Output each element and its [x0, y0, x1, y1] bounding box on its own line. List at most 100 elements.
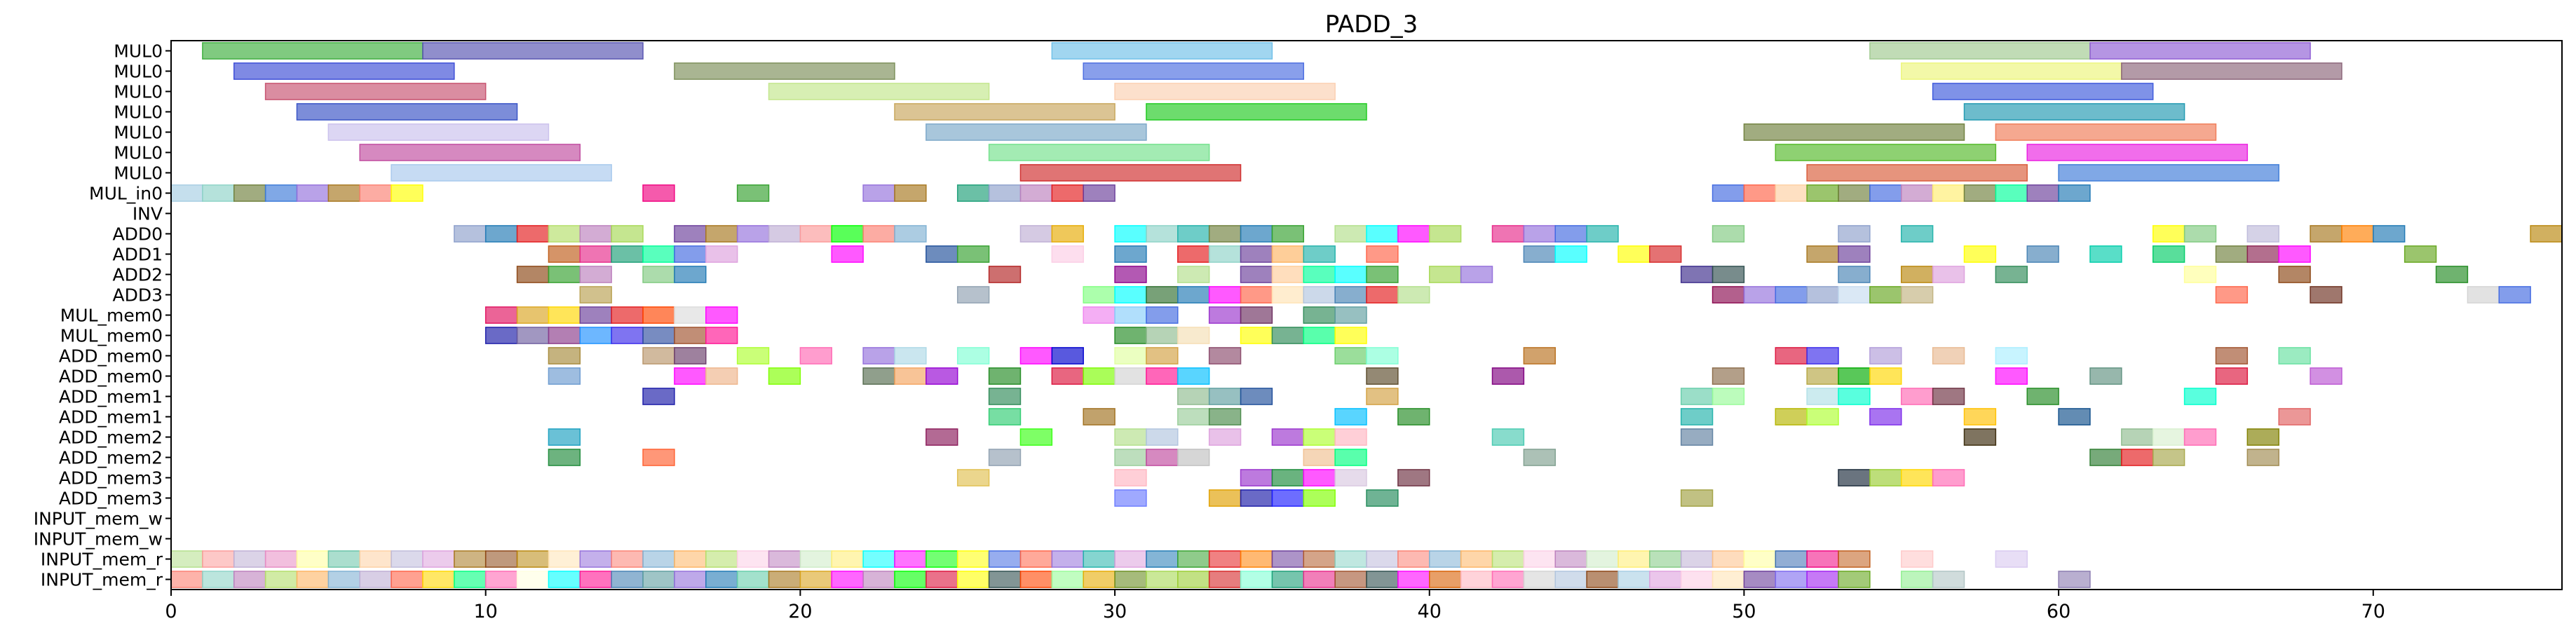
gantt-bar: [2121, 449, 2154, 466]
gantt-bar: [2467, 286, 2500, 304]
gantt-bar: [1240, 225, 1273, 243]
gantt-bar: [674, 550, 707, 568]
gantt-bar: [1869, 469, 1902, 486]
gantt-bar: [1177, 449, 1210, 466]
gantt-bar: [1397, 571, 1430, 588]
gantt-bar: [1271, 469, 1305, 486]
gantt-bar: [1208, 306, 1242, 324]
gantt-bar: [1051, 42, 1273, 60]
gantt-bar: [705, 245, 738, 263]
gantt-bar: [202, 42, 423, 60]
gantt-bar: [233, 550, 266, 568]
gantt-bar: [2246, 449, 2279, 466]
gantt-bar: [831, 550, 864, 568]
gantt-bar: [516, 266, 550, 283]
gantt-bar: [1491, 367, 1525, 385]
gantt-bar: [1114, 83, 1336, 100]
gantt-bar: [1838, 225, 1871, 243]
gantt-bar: [1932, 83, 2154, 100]
gantt-bar: [1806, 550, 1839, 568]
gantt-bar: [1366, 571, 1399, 588]
gantt-bar: [1618, 245, 1650, 263]
gantt-bar: [1240, 388, 1273, 405]
gantt-bar: [1146, 286, 1179, 304]
gantt-bar: [1491, 225, 1525, 243]
x-tick-label: 30: [1103, 601, 1127, 622]
gantt-bar: [2058, 164, 2279, 182]
gantt-bar: [1775, 184, 1808, 202]
gantt-bar: [1366, 367, 1399, 385]
gantt-bar: [2089, 245, 2122, 263]
gantt-bar: [391, 164, 612, 182]
gantt-bar: [2183, 388, 2217, 405]
gantt-bar: [1838, 550, 1871, 568]
gantt-bar: [1146, 225, 1179, 243]
x-tick-label: 70: [2361, 601, 2385, 622]
gantt-bar: [1083, 550, 1116, 568]
gantt-bar: [1271, 286, 1305, 304]
gantt-bar: [516, 306, 550, 324]
gantt-bar: [1208, 489, 1242, 507]
gantt-bar: [1963, 103, 2185, 121]
gantt-bar: [674, 347, 707, 365]
gantt-bar: [1177, 367, 1210, 385]
gantt-bar: [548, 266, 581, 283]
gantt-bar: [1114, 245, 1147, 263]
gantt-bar: [611, 550, 644, 568]
gantt-bar: [736, 347, 770, 365]
gantt-bar: [1869, 42, 2091, 60]
gantt-bar: [705, 306, 738, 324]
gantt-bar: [1554, 245, 1587, 263]
gantt-bar: [705, 327, 738, 344]
gantt-bar: [2152, 428, 2185, 446]
gantt-bar: [1523, 550, 1556, 568]
gantt-bar: [296, 550, 330, 568]
gantt-bar: [611, 571, 644, 588]
gantt-bar: [1177, 408, 1210, 426]
gantt-bar: [2152, 225, 2185, 243]
gantt-bar: [296, 571, 330, 588]
gantt-bar: [642, 184, 675, 202]
gantt-bar: [862, 367, 895, 385]
gantt-bar: [1806, 408, 1839, 426]
y-tick-label: ADD3: [112, 285, 163, 306]
gantt-bar: [1428, 266, 1462, 283]
gantt-bar: [956, 550, 990, 568]
gantt-bar: [988, 571, 1022, 588]
gantt-bar: [579, 286, 612, 304]
gantt-bar: [548, 367, 581, 385]
gantt-bar: [233, 62, 455, 80]
gantt-bar: [1932, 571, 1965, 588]
gantt-bar: [233, 571, 266, 588]
gantt-bar: [1460, 550, 1493, 568]
gantt-bar: [1554, 571, 1587, 588]
gantt-bar: [1869, 347, 1902, 365]
gantt-bar: [2278, 245, 2311, 263]
gantt-bar: [1554, 550, 1587, 568]
gantt-bar: [1051, 184, 1084, 202]
gantt-bar: [1932, 388, 1965, 405]
gantt-bar: [1806, 184, 1839, 202]
gantt-bar: [1523, 571, 1556, 588]
gantt-bar: [1177, 286, 1210, 304]
gantt-bar: [1177, 266, 1210, 283]
gantt-bar: [170, 550, 203, 568]
gantt-bar: [1366, 266, 1399, 283]
gantt-bar: [1775, 550, 1808, 568]
gantt-bar: [2310, 286, 2343, 304]
gantt-bar: [926, 428, 958, 446]
gantt-bar: [1711, 367, 1745, 385]
gantt-bar: [548, 327, 581, 344]
gantt-bar: [1460, 266, 1493, 283]
gantt-bar: [2026, 184, 2059, 202]
gantt-bar: [736, 184, 770, 202]
gantt-bar: [611, 327, 644, 344]
gantt-bar: [1271, 245, 1305, 263]
gantt-bar: [642, 266, 675, 283]
gantt-bar: [548, 306, 581, 324]
gantt-bar: [1334, 347, 1367, 365]
gantt-bar: [2026, 388, 2059, 405]
gantt-bar: [1397, 469, 1430, 486]
gantt-bar: [611, 306, 644, 324]
